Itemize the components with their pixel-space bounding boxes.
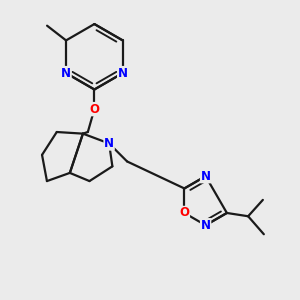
Text: O: O — [89, 103, 99, 116]
Text: N: N — [201, 219, 211, 232]
Text: N: N — [61, 67, 71, 80]
Text: N: N — [201, 170, 211, 183]
Text: N: N — [118, 67, 128, 80]
Text: O: O — [179, 206, 189, 220]
Text: N: N — [104, 137, 114, 150]
